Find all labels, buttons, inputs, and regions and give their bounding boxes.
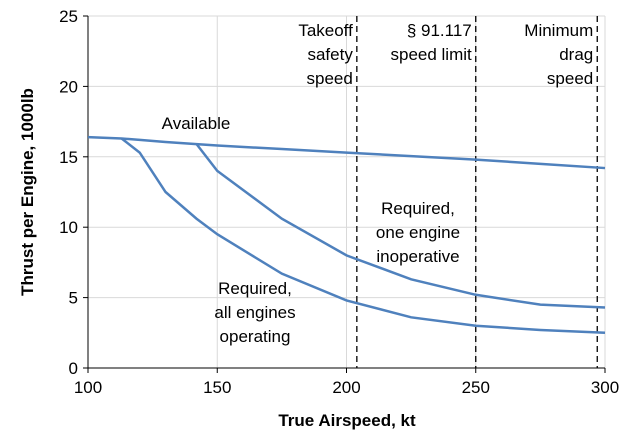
series-label-line: all engines <box>214 303 295 322</box>
series-label-line: operating <box>220 327 291 346</box>
series-label: Required, all engines operating <box>214 279 295 346</box>
y-tick-label: 25 <box>59 7 78 26</box>
reference-label-line: Minimum <box>524 21 593 40</box>
series-label-line: Required, <box>218 279 292 298</box>
reference-label-line: speed <box>547 69 593 88</box>
y-tick-label: 20 <box>59 77 78 96</box>
x-tick-label: 300 <box>591 378 619 397</box>
series-line <box>120 137 606 335</box>
x-tick-label: 200 <box>332 378 360 397</box>
reference-label-line: speed limit <box>390 45 472 64</box>
reference-label-line: Takeoff <box>298 21 353 40</box>
y-tick-label: 5 <box>69 289 78 308</box>
series-label: Available <box>162 114 231 133</box>
reference-label-line: speed <box>307 69 353 88</box>
x-tick-label: 250 <box>462 378 490 397</box>
x-axis-label: True Airspeed, kt <box>278 411 416 430</box>
y-tick-label: 10 <box>59 218 78 237</box>
y-tick-label: 15 <box>59 148 78 167</box>
reference-label-line: § 91.117 <box>407 21 472 40</box>
x-tick-label: 150 <box>203 378 231 397</box>
reference-label-line: drag <box>559 45 593 64</box>
y-tick-label: 0 <box>69 359 78 378</box>
series-label-line: inoperative <box>376 247 459 266</box>
series-label: Required, one engine inoperative <box>376 199 460 266</box>
series-line <box>87 135 606 170</box>
reference-label-line: safety <box>307 45 353 64</box>
series-label-line: Required, <box>381 199 455 218</box>
y-axis-label: Thrust per Engine, 1000lb <box>18 88 37 296</box>
series-line <box>195 143 606 309</box>
series-label-line: one engine <box>376 223 460 242</box>
reference-label: § 91.117 speed limit <box>390 21 472 64</box>
reference-label: Minimum drag speed <box>524 21 593 88</box>
reference-label: Takeoff safety speed <box>298 21 353 88</box>
x-tick-label: 100 <box>74 378 102 397</box>
